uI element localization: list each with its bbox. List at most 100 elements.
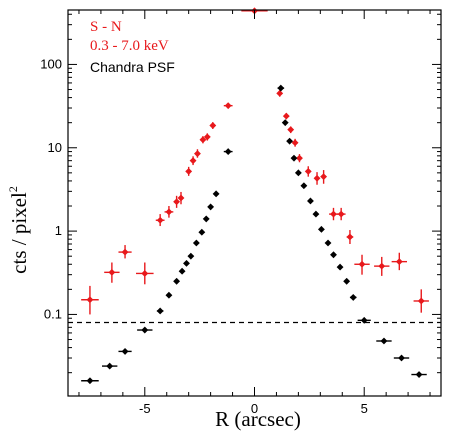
- data-point: [118, 347, 132, 355]
- point-marker: [192, 239, 200, 247]
- data-point: [102, 362, 118, 370]
- y-tick-label: 10: [48, 140, 62, 155]
- data-point: [413, 289, 429, 313]
- point-marker: [156, 307, 164, 315]
- series-chandra-psf: [81, 84, 427, 385]
- x-tick-label: 0: [251, 401, 258, 416]
- point-marker: [346, 233, 354, 241]
- point-marker: [286, 137, 294, 145]
- series-s-minus-n: [81, 7, 429, 315]
- data-point: [276, 89, 284, 97]
- data-point: [155, 214, 165, 227]
- data-point: [187, 252, 195, 260]
- point-marker: [343, 277, 351, 285]
- data-point: [357, 316, 371, 324]
- point-marker: [415, 371, 423, 378]
- data-point: [177, 191, 185, 205]
- data-point: [212, 190, 220, 198]
- legend-entry-series-name: S - N: [90, 19, 122, 35]
- data-point: [281, 119, 289, 127]
- point-marker: [189, 157, 197, 165]
- data-point: [199, 136, 207, 144]
- data-point: [349, 293, 357, 301]
- point-marker: [141, 326, 149, 334]
- y-axis-title-superscript: 2: [6, 186, 20, 192]
- point-marker: [313, 174, 321, 182]
- y-tick-label: 100: [40, 56, 62, 71]
- point-marker: [304, 168, 312, 175]
- data-point: [207, 203, 215, 211]
- point-marker: [121, 347, 129, 355]
- point-marker: [194, 150, 201, 158]
- data-point: [118, 245, 132, 259]
- data-point: [411, 371, 427, 378]
- point-marker: [224, 148, 232, 156]
- point-marker: [177, 194, 185, 202]
- x-tick-label: 5: [361, 401, 368, 416]
- data-point: [173, 277, 181, 285]
- data-point: [329, 207, 338, 221]
- data-point: [286, 137, 294, 145]
- point-marker: [198, 228, 206, 236]
- data-point: [320, 170, 328, 184]
- data-point: [156, 307, 164, 315]
- data-point: [313, 172, 321, 185]
- data-point: [192, 239, 200, 247]
- point-marker: [337, 210, 345, 218]
- point-marker: [317, 225, 325, 233]
- point-marker: [173, 198, 181, 206]
- point-marker: [398, 354, 405, 362]
- point-marker: [156, 216, 164, 224]
- point-marker: [141, 270, 149, 277]
- legend-entry-energy-band: 0.3 - 7.0 keV: [90, 38, 169, 54]
- data-point: [104, 262, 120, 283]
- data-point: [391, 252, 407, 271]
- point-marker: [378, 262, 386, 270]
- data-point: [282, 112, 290, 120]
- data-point: [346, 230, 354, 245]
- data-point: [393, 354, 410, 362]
- data-point: [223, 148, 233, 156]
- point-marker: [185, 168, 193, 175]
- point-marker: [209, 122, 217, 129]
- data-point: [374, 256, 390, 276]
- point-marker: [277, 84, 285, 92]
- point-marker: [121, 248, 129, 256]
- point-marker: [106, 362, 114, 370]
- point-marker: [330, 210, 337, 218]
- point-marker: [287, 126, 295, 134]
- point-marker: [349, 293, 357, 301]
- point-marker: [276, 89, 284, 97]
- data-point: [287, 126, 295, 134]
- point-marker: [203, 133, 211, 141]
- data-point: [304, 166, 312, 177]
- y-tick-label: 1: [55, 223, 62, 238]
- data-point: [317, 225, 325, 233]
- x-axis-title: R (arcsec): [215, 407, 301, 431]
- axis-ticks: -5 0 5 0.1 1 10 100: [40, 10, 441, 416]
- data-point: [312, 210, 320, 218]
- point-marker: [165, 208, 173, 216]
- point-marker: [312, 210, 320, 218]
- point-marker: [183, 259, 190, 267]
- y-axis-title: cts / pixel2: [6, 186, 31, 274]
- data-point: [296, 154, 303, 163]
- point-marker: [187, 252, 195, 260]
- point-marker: [86, 377, 94, 385]
- data-point: [376, 337, 392, 345]
- point-marker: [294, 169, 302, 177]
- data-point: [173, 195, 181, 208]
- point-marker: [282, 112, 290, 120]
- point-marker: [336, 263, 344, 271]
- data-point: [81, 377, 99, 385]
- point-marker: [395, 258, 403, 266]
- x-tick-label: -5: [139, 401, 151, 416]
- data-point: [291, 138, 299, 147]
- point-marker: [358, 260, 366, 268]
- data-point: [209, 122, 217, 129]
- data-point: [198, 228, 206, 236]
- point-marker: [324, 239, 332, 247]
- data-point: [336, 263, 344, 271]
